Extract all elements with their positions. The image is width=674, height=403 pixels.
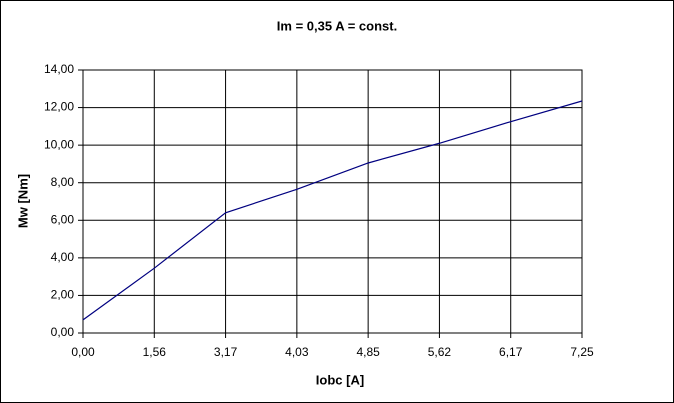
- x-tick-label: 5,62: [428, 345, 452, 359]
- y-tick-label: 0,00: [51, 325, 75, 339]
- plot-area: [82, 69, 583, 334]
- y-tick-label: 14,00: [44, 62, 74, 76]
- x-tick-label: 4,85: [356, 345, 380, 359]
- y-axis-label: Mw [Nm]: [15, 174, 30, 228]
- x-tick-label: 7,25: [570, 345, 594, 359]
- x-tick-label: 1,56: [143, 345, 167, 359]
- y-tick-label: 2,00: [51, 288, 75, 302]
- x-tick-label: 6,17: [499, 345, 523, 359]
- data-line: [82, 100, 583, 321]
- x-axis-label: Iobc [A]: [316, 372, 364, 387]
- y-tick-label: 12,00: [44, 100, 74, 114]
- y-tick-label: 6,00: [51, 212, 75, 226]
- y-tick-label: 8,00: [51, 175, 75, 189]
- x-tick-label: 4,03: [285, 345, 309, 359]
- y-tick-label: 10,00: [44, 137, 74, 151]
- y-tick-label: 4,00: [51, 250, 75, 264]
- chart-title: Im = 0,35 A = const.: [277, 18, 397, 33]
- x-tick-label: 3,17: [214, 345, 238, 359]
- x-tick-label: 0,00: [71, 345, 95, 359]
